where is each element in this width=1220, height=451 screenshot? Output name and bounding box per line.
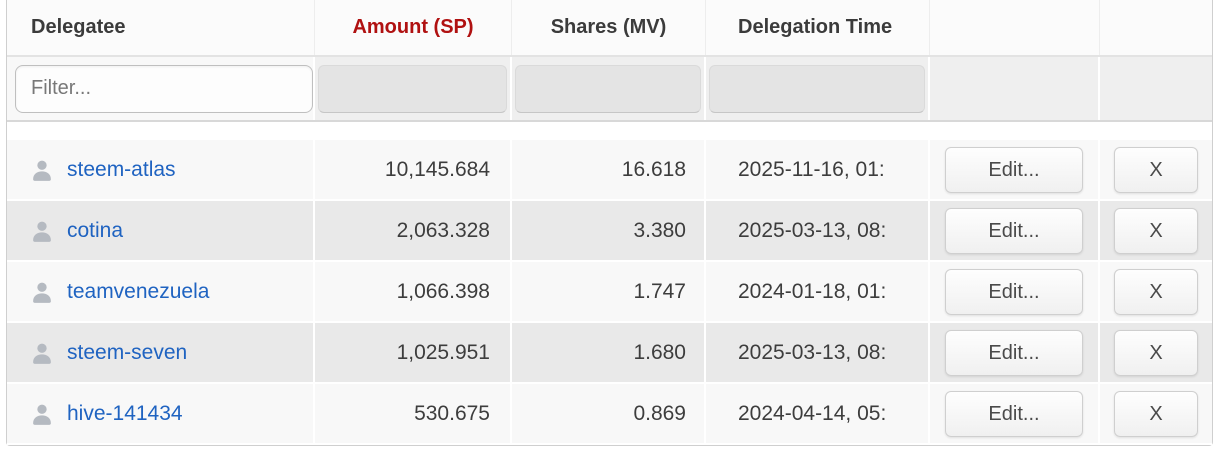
delegatee-link[interactable]: cotina — [67, 218, 124, 242]
delegatee-cell: steem-seven — [7, 323, 315, 384]
shares-cell: 1.680 — [512, 323, 706, 384]
column-header-shares[interactable]: Shares (MV) — [512, 0, 706, 55]
filter-input[interactable] — [15, 64, 313, 113]
delegatee-link[interactable]: steem-seven — [67, 340, 188, 364]
delegatee-cell: hive-141434 — [7, 384, 315, 445]
column-header-amount-sorted[interactable]: Amount (SP) — [315, 0, 512, 55]
filter-cell-remove — [1100, 57, 1212, 120]
remove-button[interactable]: X — [1114, 390, 1198, 437]
delegation-time-cell: 2024-01-18, 01: — [706, 262, 930, 323]
table-row: steem-atlas 10,145.684 16.618 2025-11-16… — [7, 140, 1212, 201]
amount-cell: 1,066.398 — [315, 262, 512, 323]
delegation-time-cell: 2025-03-13, 08: — [706, 323, 930, 384]
user-icon — [33, 343, 51, 364]
edit-cell: Edit... — [930, 262, 1100, 323]
user-icon — [33, 160, 51, 181]
edit-cell: Edit... — [930, 140, 1100, 201]
delegation-time-cell: 2025-03-13, 08: — [706, 201, 930, 262]
table-row: hive-141434 530.675 0.869 2024-04-14, 05… — [7, 384, 1212, 445]
amount-cell: 10,145.684 — [315, 140, 512, 201]
delegatee-cell: cotina — [7, 201, 315, 262]
column-header-delegatee[interactable]: Delegatee — [7, 0, 315, 55]
delegation-time-cell: 2024-04-14, 05: — [706, 384, 930, 445]
remove-cell: X — [1100, 262, 1212, 323]
shares-cell: 0.869 — [512, 384, 706, 445]
edit-cell: Edit... — [930, 384, 1100, 445]
edit-button[interactable]: Edit... — [945, 146, 1083, 193]
column-header-delegation-time[interactable]: Delegation Time — [706, 0, 930, 55]
edit-cell: Edit... — [930, 323, 1100, 384]
filter-cell-amount — [315, 57, 512, 120]
edit-button[interactable]: Edit... — [945, 207, 1083, 254]
delegations-table: Delegatee Amount (SP) Shares (MV) Delega… — [6, 0, 1213, 446]
amount-cell: 1,025.951 — [315, 323, 512, 384]
table-header-row: Delegatee Amount (SP) Shares (MV) Delega… — [7, 0, 1212, 57]
filter-row — [7, 57, 1212, 122]
edit-button[interactable]: Edit... — [945, 329, 1083, 376]
remove-cell: X — [1100, 323, 1212, 384]
filter-box-disabled — [515, 64, 701, 113]
filter-box-disabled — [318, 64, 507, 113]
remove-cell: X — [1100, 201, 1212, 262]
table-row: cotina 2,063.328 3.380 2025-03-13, 08: E… — [7, 201, 1212, 262]
remove-button[interactable]: X — [1114, 329, 1198, 376]
remove-cell: X — [1100, 384, 1212, 445]
amount-cell: 530.675 — [315, 384, 512, 445]
delegatee-link[interactable]: teamvenezuela — [67, 279, 210, 303]
amount-cell: 2,063.328 — [315, 201, 512, 262]
filter-cell-time — [706, 57, 930, 120]
edit-cell: Edit... — [930, 201, 1100, 262]
header-body-gap — [7, 122, 1212, 140]
delegatee-link[interactable]: hive-141434 — [67, 401, 183, 425]
filter-cell-shares — [512, 57, 706, 120]
remove-button[interactable]: X — [1114, 268, 1198, 315]
shares-cell: 16.618 — [512, 140, 706, 201]
column-header-edit — [930, 0, 1100, 55]
shares-cell: 3.380 — [512, 201, 706, 262]
user-icon — [33, 404, 51, 425]
user-icon — [33, 282, 51, 303]
filter-cell-edit — [930, 57, 1100, 120]
table-row: teamvenezuela 1,066.398 1.747 2024-01-18… — [7, 262, 1212, 323]
column-header-remove — [1100, 0, 1212, 55]
user-icon — [33, 221, 51, 242]
delegatee-cell: steem-atlas — [7, 140, 315, 201]
edit-button[interactable]: Edit... — [945, 268, 1083, 315]
filter-cell-delegatee — [7, 57, 315, 120]
delegatee-cell: teamvenezuela — [7, 262, 315, 323]
delegation-time-cell: 2025-11-16, 01: — [706, 140, 930, 201]
remove-button[interactable]: X — [1114, 207, 1198, 254]
filter-box-disabled — [709, 64, 925, 113]
remove-button[interactable]: X — [1114, 146, 1198, 193]
edit-button[interactable]: Edit... — [945, 390, 1083, 437]
shares-cell: 1.747 — [512, 262, 706, 323]
remove-cell: X — [1100, 140, 1212, 201]
table-row: steem-seven 1,025.951 1.680 2025-03-13, … — [7, 323, 1212, 384]
delegatee-link[interactable]: steem-atlas — [67, 157, 176, 181]
